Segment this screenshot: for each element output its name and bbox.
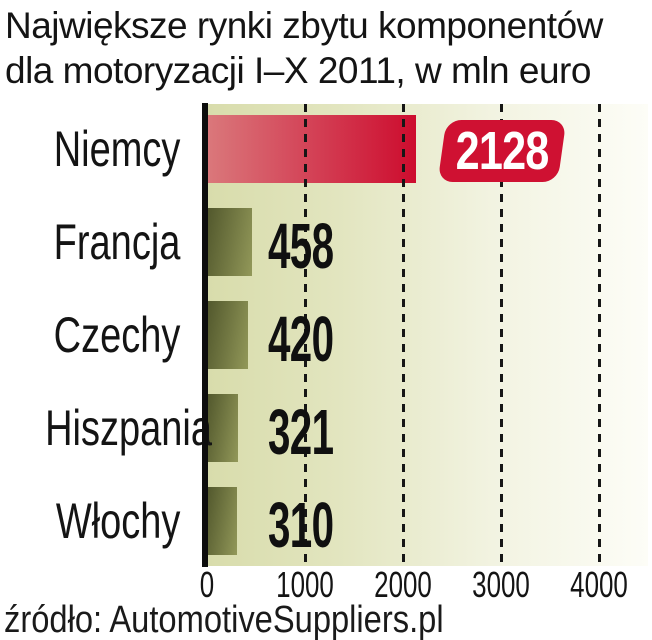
category-label-czechy: Czechy [53, 307, 181, 363]
bar-wlochy [207, 487, 237, 555]
gridline-2000 [402, 104, 405, 566]
category-label-francja: Francja [53, 214, 181, 270]
category-label-hiszpania: Hiszpania [45, 400, 212, 456]
tick-label-4000: 4000 [570, 564, 628, 605]
value-label-hiszpania: 321 [268, 396, 334, 468]
source-caption: źródło: AutomotiveSuppliers.pl [4, 599, 444, 640]
value-badge-text: 2128 [455, 121, 549, 181]
value-label-francja: 458 [268, 210, 334, 282]
chart-title: Największe rynki zbytu komponentów dla m… [5, 3, 650, 93]
bar-czechy [207, 301, 248, 369]
bar-niemcy [207, 115, 416, 183]
tick-label-2000: 2000 [374, 564, 432, 605]
category-label-niemcy: Niemcy [53, 121, 181, 177]
value-label-wlochy: 310 [268, 489, 334, 561]
gridline-1000 [304, 104, 307, 566]
value-badge-niemcy: 2128 [437, 120, 567, 182]
bar-hiszpania [207, 394, 238, 462]
tick-label-0: 0 [199, 564, 215, 605]
gridline-3000 [500, 104, 503, 566]
value-label-czechy: 420 [268, 303, 334, 375]
bar-francja [207, 208, 252, 276]
chart-title-line2: dla motoryzacji I–X 2011, w mln euro [5, 50, 591, 91]
tick-label-1000: 1000 [276, 564, 334, 605]
tick-label-3000: 3000 [472, 564, 530, 605]
gridline-4000 [598, 104, 601, 566]
chart-title-line1: Największe rynki zbytu komponentów [5, 5, 603, 46]
category-label-wlochy: Włochy [55, 493, 181, 549]
y-axis-line [202, 103, 208, 567]
